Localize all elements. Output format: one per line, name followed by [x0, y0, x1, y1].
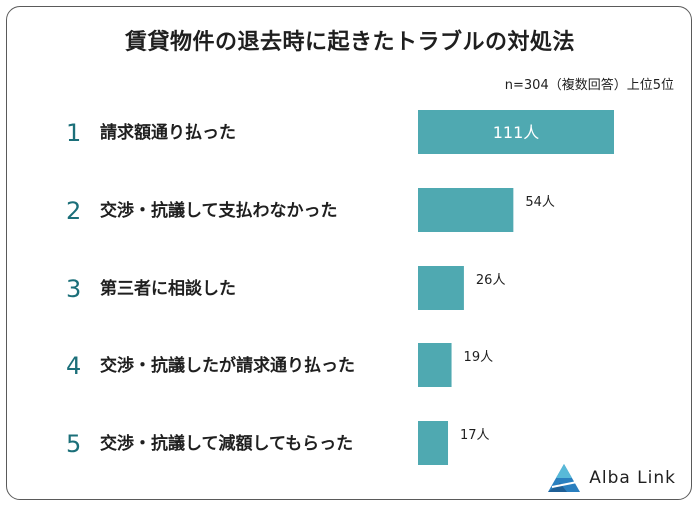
- bar: [418, 343, 452, 387]
- rank-number: 3: [66, 275, 81, 303]
- bar: [418, 110, 614, 154]
- category-label: 交渉・抗議したが請求通り払った: [100, 355, 355, 376]
- rank-number: 5: [66, 430, 81, 458]
- bar: [418, 421, 449, 465]
- category-label: 交渉・抗議して支払わなかった: [100, 200, 338, 221]
- brand-name: Alba Link: [589, 468, 676, 488]
- data-label: 17人: [460, 428, 490, 443]
- chart-frame: [6, 6, 692, 500]
- category-label: 交渉・抗議して減額してもらった: [100, 433, 353, 454]
- sample-note: n=304（複数回答）上位5位: [504, 78, 674, 93]
- rank-number: 4: [66, 352, 81, 380]
- brand-logo: Alba Link: [547, 463, 676, 493]
- data-label: 111人: [493, 123, 540, 142]
- rank-number: 2: [66, 197, 81, 225]
- rank-number: 1: [66, 119, 81, 147]
- data-label: 19人: [464, 350, 494, 365]
- category-label: 第三者に相談した: [100, 278, 236, 299]
- bar: [418, 188, 514, 232]
- data-label: 54人: [525, 195, 555, 210]
- data-label: 26人: [476, 273, 506, 288]
- alba-link-logo-icon: [548, 464, 581, 492]
- category-label: 請求額通り払った: [100, 122, 236, 143]
- bar: [418, 266, 464, 310]
- chart-title: 賃貸物件の退去時に起きたトラブルの対処法: [124, 30, 575, 55]
